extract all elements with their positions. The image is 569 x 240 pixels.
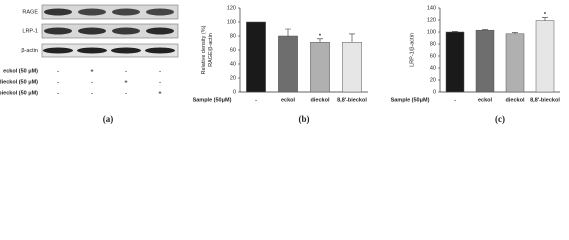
treatment-mark: - [57,90,59,96]
significance-mark: * [544,12,547,18]
bar [246,21,266,93]
treatment-mark: - [57,79,59,85]
y-tick-label: 120 [427,17,436,23]
y-tick-label: 100 [427,29,436,35]
x-tick-label: eckol [281,97,296,103]
y-tick-label: 80 [430,41,436,47]
treatment-mark: - [57,68,59,74]
panel-label: (b) [299,114,310,124]
treatment-label: 8,8'-bieckol (50 μM) [0,90,38,96]
error-bar [512,32,518,34]
treatment-label: dieckol (50 μM) [0,79,38,85]
y-tick-label: 0 [433,89,436,95]
y-tick-label: 80 [230,33,236,39]
treatment-mark: - [159,79,161,85]
bar [505,33,525,93]
treatment-label: eckol (50 μM) [3,68,38,74]
error-bar [317,38,323,43]
treatment-mark: - [159,68,161,74]
panel-label: (c) [495,114,505,124]
error-bar [452,31,458,32]
y-tick-label: 20 [430,77,436,83]
treatment-mark: - [91,79,93,85]
bar [475,29,495,93]
x-tick-label: dieckol [506,97,525,103]
figure: RAGE LRP-1 β-actin eckol (50 μM) - + - - dieckol… [0,4,560,124]
y-axis-title: Relative density (%) [201,25,207,74]
y-axis-title: LRP-1/β-actin [409,33,415,67]
y-tick-label: 120 [227,5,236,11]
error-bar [349,33,355,43]
error-bar [542,17,548,21]
y-tick-label: 40 [230,61,236,67]
treatment-mark: + [90,68,93,74]
x-tick-label: - [454,97,456,103]
error-bar [482,29,488,31]
treatment-mark: + [158,90,161,96]
panel-label: (a) [103,114,114,124]
band-label: LRP-1 [22,28,38,34]
x-axis-title: Sample (50μM) [391,97,430,103]
bar [310,42,330,93]
y-tick-label: 60 [230,47,236,53]
y-tick-label: 60 [430,53,436,59]
y-tick-label: 40 [430,65,436,71]
x-tick-label: eckol [478,97,493,103]
bar [445,31,465,93]
y-axis-title: RAGE/β-actin [208,33,214,67]
error-bar [285,28,291,36]
y-tick-label: 100 [227,19,236,25]
blot-image [41,4,179,58]
band-label: RAGE [22,9,38,15]
x-tick-label: dieckol [311,97,330,103]
x-tick-label: 8,8'-bieckol [530,97,560,103]
bar [535,20,555,93]
treatment-mark: - [125,90,127,96]
y-tick-label: 0 [233,89,236,95]
band-label: β-actin [21,48,38,54]
treatment-mark: - [125,68,127,74]
treatment-mark: + [124,79,127,85]
x-tick-label: - [255,97,257,103]
bar [342,42,362,93]
x-tick-label: 8,8'-bieckol [337,97,367,103]
significance-mark: * [319,33,322,39]
bar [278,35,298,93]
x-axis-title: Sample (50μM) [193,97,232,103]
y-tick-label: 140 [427,5,436,11]
y-tick-label: 20 [230,75,236,81]
treatment-mark: - [91,90,93,96]
